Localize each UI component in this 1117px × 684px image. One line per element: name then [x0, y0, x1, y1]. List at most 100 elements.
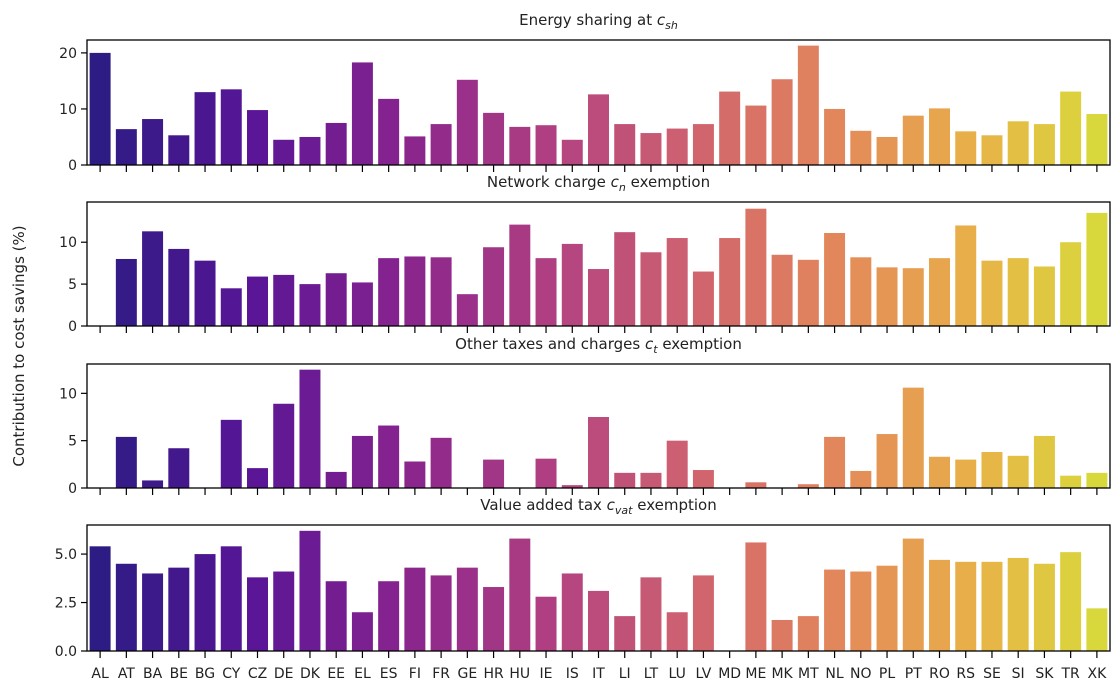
x-tick-label-me: ME [745, 666, 766, 682]
x-tick-label-de: DE [274, 666, 294, 682]
bar-ie [535, 458, 557, 488]
bar-ba [142, 480, 164, 488]
x-tick-label-tr: TR [1061, 666, 1081, 682]
bar-no [850, 130, 872, 165]
x-tick-label-cz: CZ [248, 666, 267, 682]
bar-es [378, 98, 400, 165]
x-tick-label-mk: MK [771, 666, 793, 682]
bar-de [273, 403, 295, 488]
bar-fi [404, 256, 426, 326]
bar-pl [876, 136, 898, 165]
bar-me [745, 105, 767, 165]
bar-li [614, 232, 636, 326]
bar-dk [299, 284, 321, 326]
x-tick-label-hu: HU [509, 666, 530, 682]
x-tick-label-fi: FI [409, 666, 421, 682]
y-tick-label: 0 [68, 481, 77, 497]
bar-lv [692, 271, 714, 326]
bar-tr [1060, 475, 1082, 488]
x-tick-label-pt: PT [905, 666, 922, 682]
bar-lu [666, 612, 688, 651]
bar-pt [902, 115, 924, 165]
bar-se [981, 260, 1003, 326]
bar-se [981, 452, 1003, 488]
bar-de [273, 274, 295, 326]
y-tick-label: 0 [68, 319, 77, 335]
x-tick-label-ba: BA [143, 666, 163, 682]
x-tick-label-cy: CY [222, 666, 241, 682]
bar-ro [929, 258, 950, 326]
x-tick-label-lv: LV [696, 666, 712, 682]
x-tick-label-es: ES [380, 666, 398, 682]
y-axis-label: Contribution to cost savings (%) [10, 225, 28, 466]
bar-ba [142, 573, 164, 651]
x-tick-label-li: LI [619, 666, 631, 682]
bar-it [588, 417, 609, 488]
bar-rs [955, 561, 977, 651]
x-tick-label-bg: BG [195, 666, 215, 682]
bar-nl [824, 569, 846, 651]
x-tick-label-mt: MT [798, 666, 819, 682]
bar-si [1007, 455, 1029, 488]
bar-tr [1060, 242, 1082, 326]
x-tick-label-nl: NL [825, 666, 843, 682]
bar-fr [430, 124, 452, 165]
bar-si [1007, 121, 1029, 165]
bar-tr [1060, 91, 1082, 165]
bar-fr [430, 257, 452, 326]
bar-is [561, 243, 583, 326]
bar-cy [220, 546, 242, 651]
bar-xk [1086, 608, 1108, 651]
bar-is [561, 573, 583, 651]
panel-1: 0 10 20 Energy sharing at csh [59, 11, 1111, 174]
bar-lt [640, 252, 662, 326]
bar-de [273, 571, 295, 651]
bar-fr [430, 575, 452, 651]
bar-sk [1033, 563, 1055, 651]
y-tick-label: 20 [59, 46, 77, 62]
bar-li [614, 472, 636, 488]
bar-ba [142, 119, 164, 165]
bar-it [588, 269, 609, 326]
bar-rs [955, 225, 977, 326]
panel-4: 0.0 2.5 5.0 Value added tax cvat exemption A… [55, 496, 1111, 682]
bar-hr [483, 112, 505, 165]
bar-it [588, 590, 609, 651]
bar-si [1007, 258, 1029, 326]
bar-ie [535, 596, 557, 651]
y-tick-label: 0.0 [55, 644, 77, 660]
bar-xk [1086, 212, 1108, 326]
bar-hr [483, 459, 505, 488]
x-tick-label-it: IT [592, 666, 605, 682]
y-tick-label: 10 [59, 102, 77, 118]
bar-me [745, 482, 767, 488]
bar-lt [640, 472, 662, 488]
bar-ee [325, 471, 347, 488]
bar-mt [797, 45, 819, 165]
bar-lu [666, 238, 688, 326]
x-tick-label-at: AT [118, 666, 135, 682]
bar-it [588, 94, 609, 165]
bar-rs [955, 131, 977, 165]
bar-at [115, 563, 137, 651]
bar-mk [771, 254, 793, 326]
bar-fi [404, 461, 426, 488]
bar-fr [430, 437, 452, 488]
bar-pl [876, 565, 898, 651]
x-tick-label-md: MD [718, 666, 741, 682]
bar-ee [325, 122, 347, 165]
bar-bg [194, 92, 216, 165]
bar-de [273, 139, 295, 165]
bar-dk [299, 136, 321, 165]
bar-me [745, 208, 767, 326]
bar-lt [640, 133, 662, 165]
bar-el [351, 612, 373, 651]
bar-dk [299, 530, 321, 651]
bar-mt [797, 484, 819, 488]
bar-li [614, 124, 636, 165]
bar-ba [142, 231, 164, 326]
bar-ge [456, 79, 478, 165]
x-tick-label-be: BE [170, 666, 188, 682]
bar-ie [535, 125, 557, 165]
